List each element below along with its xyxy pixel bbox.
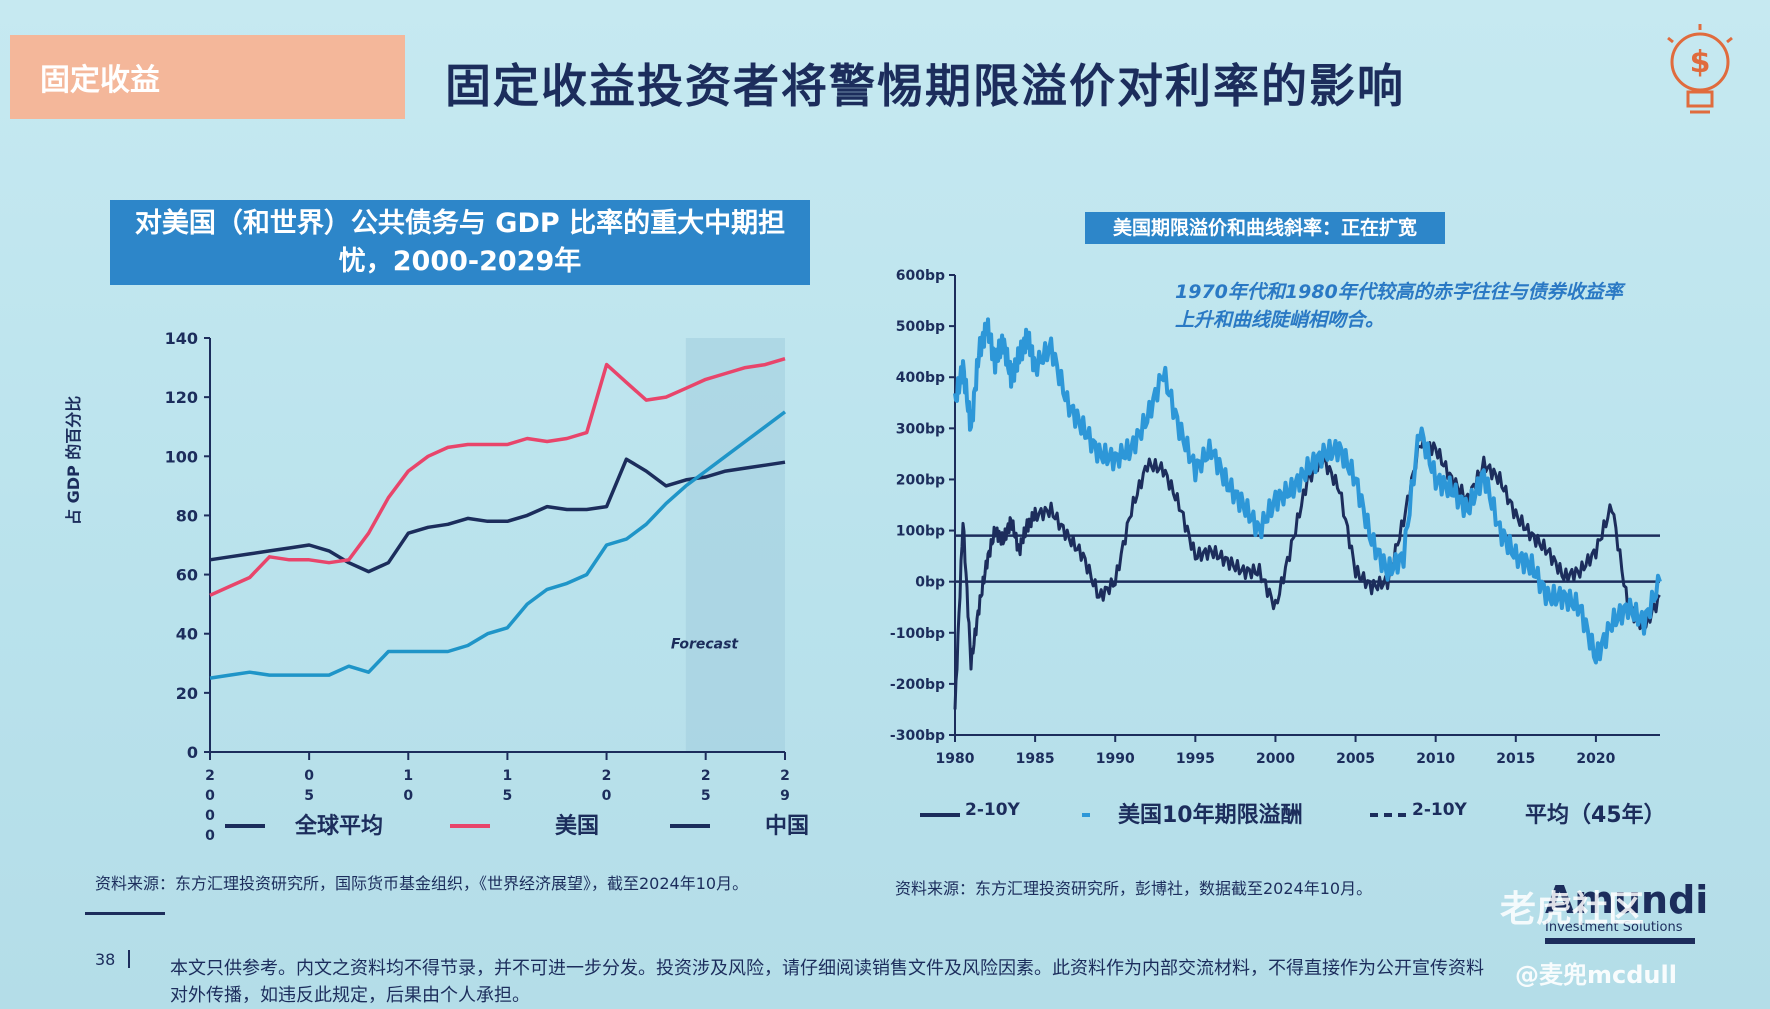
right-y-tick-label: -100bp: [890, 626, 945, 642]
disclaimer: 本文只供参考。内文之资料均不得节录，并不可进一步分发。投资涉及风险，请仔细阅读销…: [170, 958, 1484, 1006]
right-y-tick-label: 200bp: [896, 472, 945, 488]
right-source: 资料来源：东方汇理投资研究所，彭博社，数据截至2024年10月。: [895, 879, 1373, 898]
forecast-label: Forecast: [671, 637, 740, 653]
legend-swatch-global: [225, 824, 265, 828]
left-x-tick-label: 2: [701, 768, 711, 784]
right-chart-legend: 2-10Y 美国10年期限溢酬 2-10Y 平均（45年）: [920, 797, 1680, 837]
right-x-tick-label: 2010: [1416, 751, 1455, 767]
right-y-tick-label: 600bp: [896, 268, 945, 284]
right-chart-annotation: 1970年代和1980年代较高的赤字往往与债券收益率上升和曲线陡峭相吻合。: [1175, 281, 1623, 331]
legend-label-term-premium: 美国10年期限溢酬: [1118, 803, 1303, 828]
series-china: [209, 410, 787, 680]
left-y-tick-label: 60: [176, 566, 198, 585]
legend-label-us: 美国: [555, 814, 600, 839]
right-y-tick-label: -300bp: [890, 728, 945, 744]
right-x-tick-label: 2005: [1336, 751, 1375, 767]
right-x-tick-label: 2020: [1576, 751, 1615, 767]
right-y-tick-label: 100bp: [896, 524, 945, 540]
legend-label-2-10y: 2-10Y: [965, 800, 1020, 820]
legend-swatch-china: [670, 824, 710, 828]
left-y-tick-label: 40: [176, 625, 198, 644]
left-y-tick-label: 140: [165, 329, 198, 348]
left-y-tick-label: 20: [176, 684, 198, 703]
brand-bar: [1545, 938, 1695, 944]
right-y-tick-label: -200bp: [890, 677, 945, 693]
left-x-tick-label: 5: [701, 788, 711, 804]
left-x-tick-label: 0: [205, 788, 215, 804]
left-x-tick-label: 2: [205, 768, 215, 784]
left-x-tick-label: 0: [602, 788, 612, 804]
page-number-separator: [128, 950, 130, 968]
left-y-tick-label: 100: [165, 447, 198, 466]
section-tag: 固定收益: [10, 35, 405, 119]
series-global-average: [209, 457, 786, 574]
left-y-tick-label: 0: [187, 743, 198, 762]
legend-label-global: 全球平均: [295, 814, 384, 839]
left-x-tick-label: 5: [304, 788, 314, 804]
left-x-tick-label: 0: [205, 808, 215, 824]
page-number: 38: [95, 950, 116, 969]
left-x-tick-label: 2: [602, 768, 612, 784]
lightbulb-icon: $: [1667, 24, 1733, 114]
left-x-tick-label: 0: [403, 788, 413, 804]
watermark-user: @麦兜mcdull: [1515, 961, 1677, 989]
footer-divider: [85, 912, 165, 915]
left-x-tick-label: 5: [503, 788, 513, 804]
series-term-premium: [953, 317, 1662, 665]
right-y-tick-label: 500bp: [896, 319, 945, 335]
right-y-tick-label: 0bp: [915, 575, 945, 591]
right-x-tick-label: 1995: [1176, 751, 1215, 767]
brand-logo: Amundi Investment Solutions: [1545, 880, 1715, 944]
left-chart-title: 对美国（和世界）公共债务与 GDP 比率的重大中期担忧，2000-2029年: [110, 200, 810, 285]
left-x-tick-label: 0: [304, 768, 314, 784]
svg-text:$: $: [1690, 45, 1711, 80]
left-chart-legend: 全球平均 美国 中国: [215, 808, 855, 848]
right-x-tick-label: 1980: [936, 751, 975, 767]
forecast-region: [685, 338, 785, 752]
brand-subtitle: Investment Solutions: [1545, 920, 1683, 935]
watermark: 老虎社区: [1500, 889, 1645, 930]
series-2-10y: [953, 436, 1661, 710]
left-source: 资料来源：东方汇理投资研究所，国际货币基金组织，《世界经济展望》，截至2024年…: [95, 874, 749, 893]
legend-swatch-2-10y-dashed: [1370, 813, 1406, 817]
brand-name: Amundi: [1545, 878, 1709, 922]
right-y-tick-label: 300bp: [896, 421, 945, 437]
right-x-tick-label: 1985: [1016, 751, 1055, 767]
right-x-tick-label: 2015: [1496, 751, 1535, 767]
legend-swatch-us: [450, 824, 490, 828]
right-x-tick-label: 2000: [1256, 751, 1295, 767]
left-x-tick-label: 1: [503, 768, 513, 784]
left-x-tick-label: 1: [403, 768, 413, 784]
legend-swatch-term-premium: [1082, 813, 1090, 817]
left-y-tick-label: 80: [176, 506, 198, 525]
right-y-tick-label: 400bp: [896, 370, 945, 386]
legend-label-average: 平均（45年）: [1525, 803, 1666, 828]
right-chart-title: 美国期限溢价和曲线斜率：正在扩宽: [1085, 212, 1445, 244]
legend-label-2-10y-dashed: 2-10Y: [1412, 800, 1467, 820]
legend-swatch-2-10y: [920, 813, 960, 817]
left-x-tick-label: 9: [780, 788, 790, 804]
legend-label-china: 中国: [765, 814, 810, 839]
right-x-tick-label: 1990: [1096, 751, 1135, 767]
left-x-tick-label: 0: [205, 828, 215, 844]
series-us: [209, 357, 786, 597]
page-title: 固定收益投资者将警惕期限溢价对利率的影响: [445, 59, 1405, 113]
left-y-tick-label: 120: [165, 388, 198, 407]
left-x-tick-label: 2: [780, 768, 790, 784]
